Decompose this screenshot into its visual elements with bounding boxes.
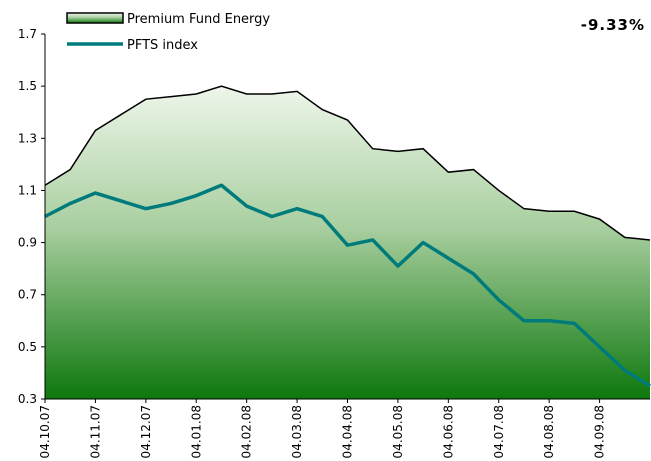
line: [44, 183, 651, 388]
legend-label: PFTS index: [127, 38, 198, 53]
legend-swatch: [66, 12, 124, 24]
legend-label: Premium Fund Energy: [127, 12, 270, 27]
y-tick-label: 0.7: [18, 288, 37, 302]
x-tick-label: 04.11.07: [88, 405, 102, 458]
annotation: -9.33%: [581, 16, 645, 34]
x-tick-label: 04.05.08: [391, 405, 405, 458]
x-tick-label: 04.06.08: [441, 405, 455, 458]
x-tick-label: 04.01.08: [189, 405, 203, 458]
x-tick-label: 04.10.07: [38, 405, 52, 458]
x-tick-label: 04.09.08: [593, 405, 607, 458]
y-tick-label: 1.7: [18, 27, 37, 41]
y-tick-label: 0.5: [18, 340, 37, 354]
x-tick-label: 04.12.07: [139, 405, 153, 458]
y-tick-label: 0.3: [18, 392, 37, 406]
x-tick-label: 04.08.08: [542, 405, 556, 458]
x-tick-label: 04.03.08: [290, 405, 304, 458]
x-tick-label: 04.04.08: [341, 405, 355, 458]
y-tick-label: 1.5: [18, 79, 37, 93]
y-tick-label: 1.1: [18, 183, 37, 197]
x-tick-label: 04.02.08: [240, 405, 254, 458]
x-tick-label: 04.07.08: [492, 405, 506, 458]
y-tick-label: 0.9: [18, 236, 37, 250]
y-tick-label: 1.3: [18, 131, 37, 145]
area-line: [44, 85, 651, 241]
